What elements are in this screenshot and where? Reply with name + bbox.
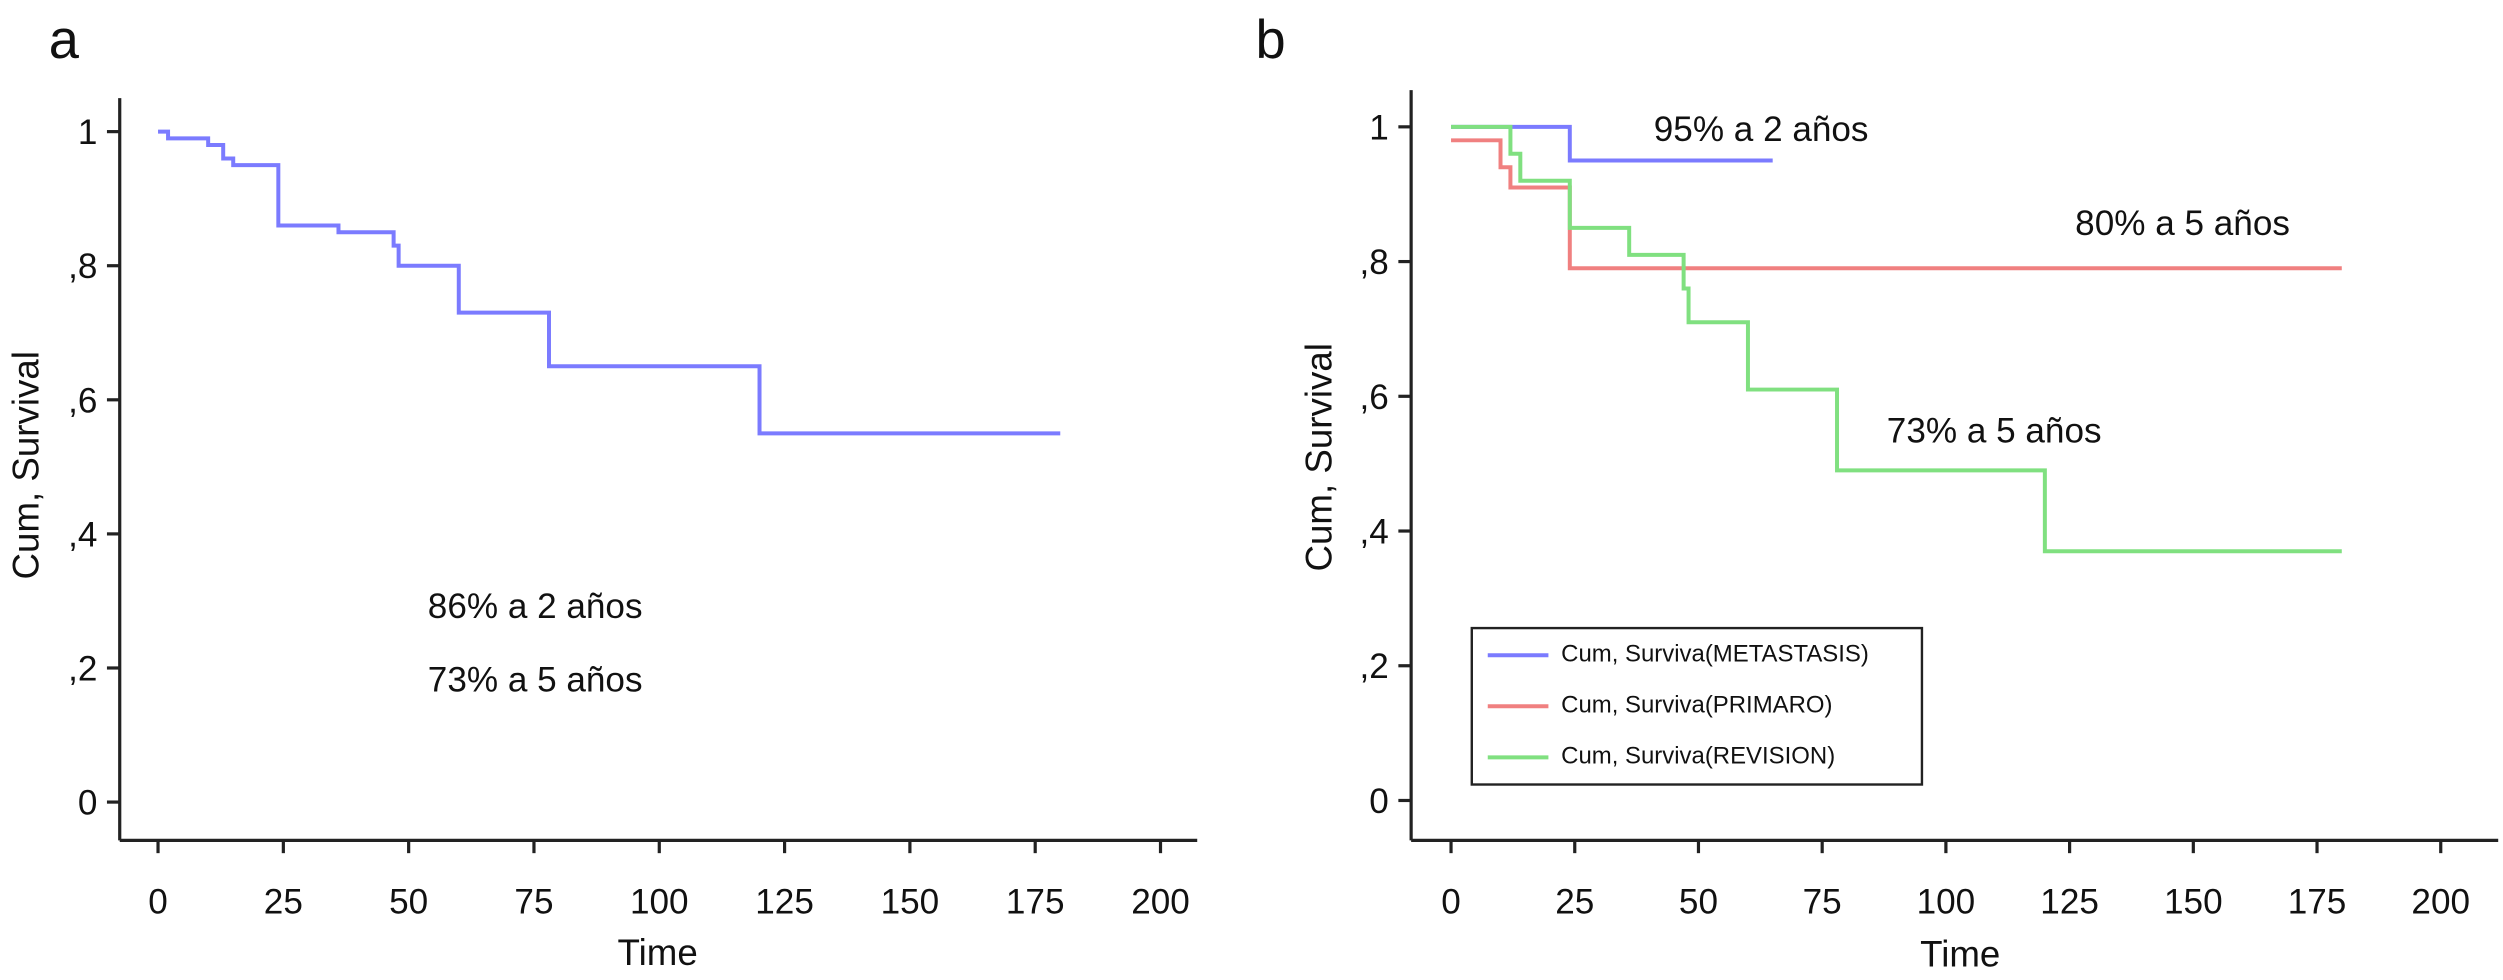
y-tick-label: ,2 [1360,647,1389,686]
x-tick-label: 100 [1917,883,1976,922]
legend-label: Cum, Surviva(REVISION) [1561,743,1835,770]
y-tick-label: 1 [1369,108,1389,147]
y-tick-label: ,8 [68,247,97,286]
x-tick-label: 175 [1006,883,1065,922]
y-tick-label: 0 [1369,782,1389,821]
x-tick-label: 25 [264,883,303,922]
panel-label: b [1256,9,1286,70]
y-tick-label: ,2 [68,649,97,688]
x-axis-label: Time [1920,934,2000,975]
x-tick-label: 200 [2411,883,2470,922]
legend-label: Cum, Surviva(PRIMARO) [1561,692,1832,719]
panel: a 0 ,2 ,4 ,6 ,8 1 0 25 50 75 100 125 150 175 200 Time Cum… [5,9,1198,973]
annotation: 73% a 5 años [428,661,643,700]
survival-curve [158,129,1061,436]
x-tick-label: 0 [148,883,168,922]
y-tick-label: ,6 [1360,378,1389,417]
x-tick-label: 125 [755,883,814,922]
annotation: 86% a 2 años [428,587,643,626]
y-tick-label: ,4 [1360,512,1389,551]
y-tick-label: ,6 [68,381,97,420]
x-tick-label: 175 [2288,883,2347,922]
x-axis-label: Time [618,932,698,973]
y-tick-label: ,8 [1360,243,1389,282]
annotation: 80% a 5 años [2075,204,2290,243]
x-tick-label: 100 [630,883,689,922]
panel-label: a [49,9,80,70]
legend-label: Cum, Surviva(METASTASIS) [1561,641,1869,668]
x-tick-label: 150 [2164,883,2223,922]
survival-curve [1451,124,2342,554]
y-tick-label: 1 [78,113,98,152]
panel: b 0 ,2 ,4 ,6 ,8 1 0 25 50 75 100 125 150 175 200 Time Cum… [1256,9,2499,975]
y-tick-label: ,4 [68,515,97,554]
annotation: 95% a 2 años [1654,110,1869,149]
x-tick-label: 150 [881,883,940,922]
x-tick-label: 200 [1131,883,1190,922]
x-tick-label: 25 [1555,883,1594,922]
survival-curve [1451,138,2342,271]
y-tick-label: 0 [78,784,98,823]
x-tick-label: 125 [2040,883,2099,922]
x-tick-label: 50 [1679,883,1718,922]
x-tick-label: 75 [514,883,553,922]
y-axis-label: Cum, Survival [5,351,46,579]
x-tick-label: 50 [389,883,428,922]
annotation: 73% a 5 años [1887,412,2102,451]
x-tick-label: 75 [1803,883,1842,922]
x-tick-label: 0 [1441,883,1461,922]
y-axis-label: Cum, Survival [1298,343,1339,571]
